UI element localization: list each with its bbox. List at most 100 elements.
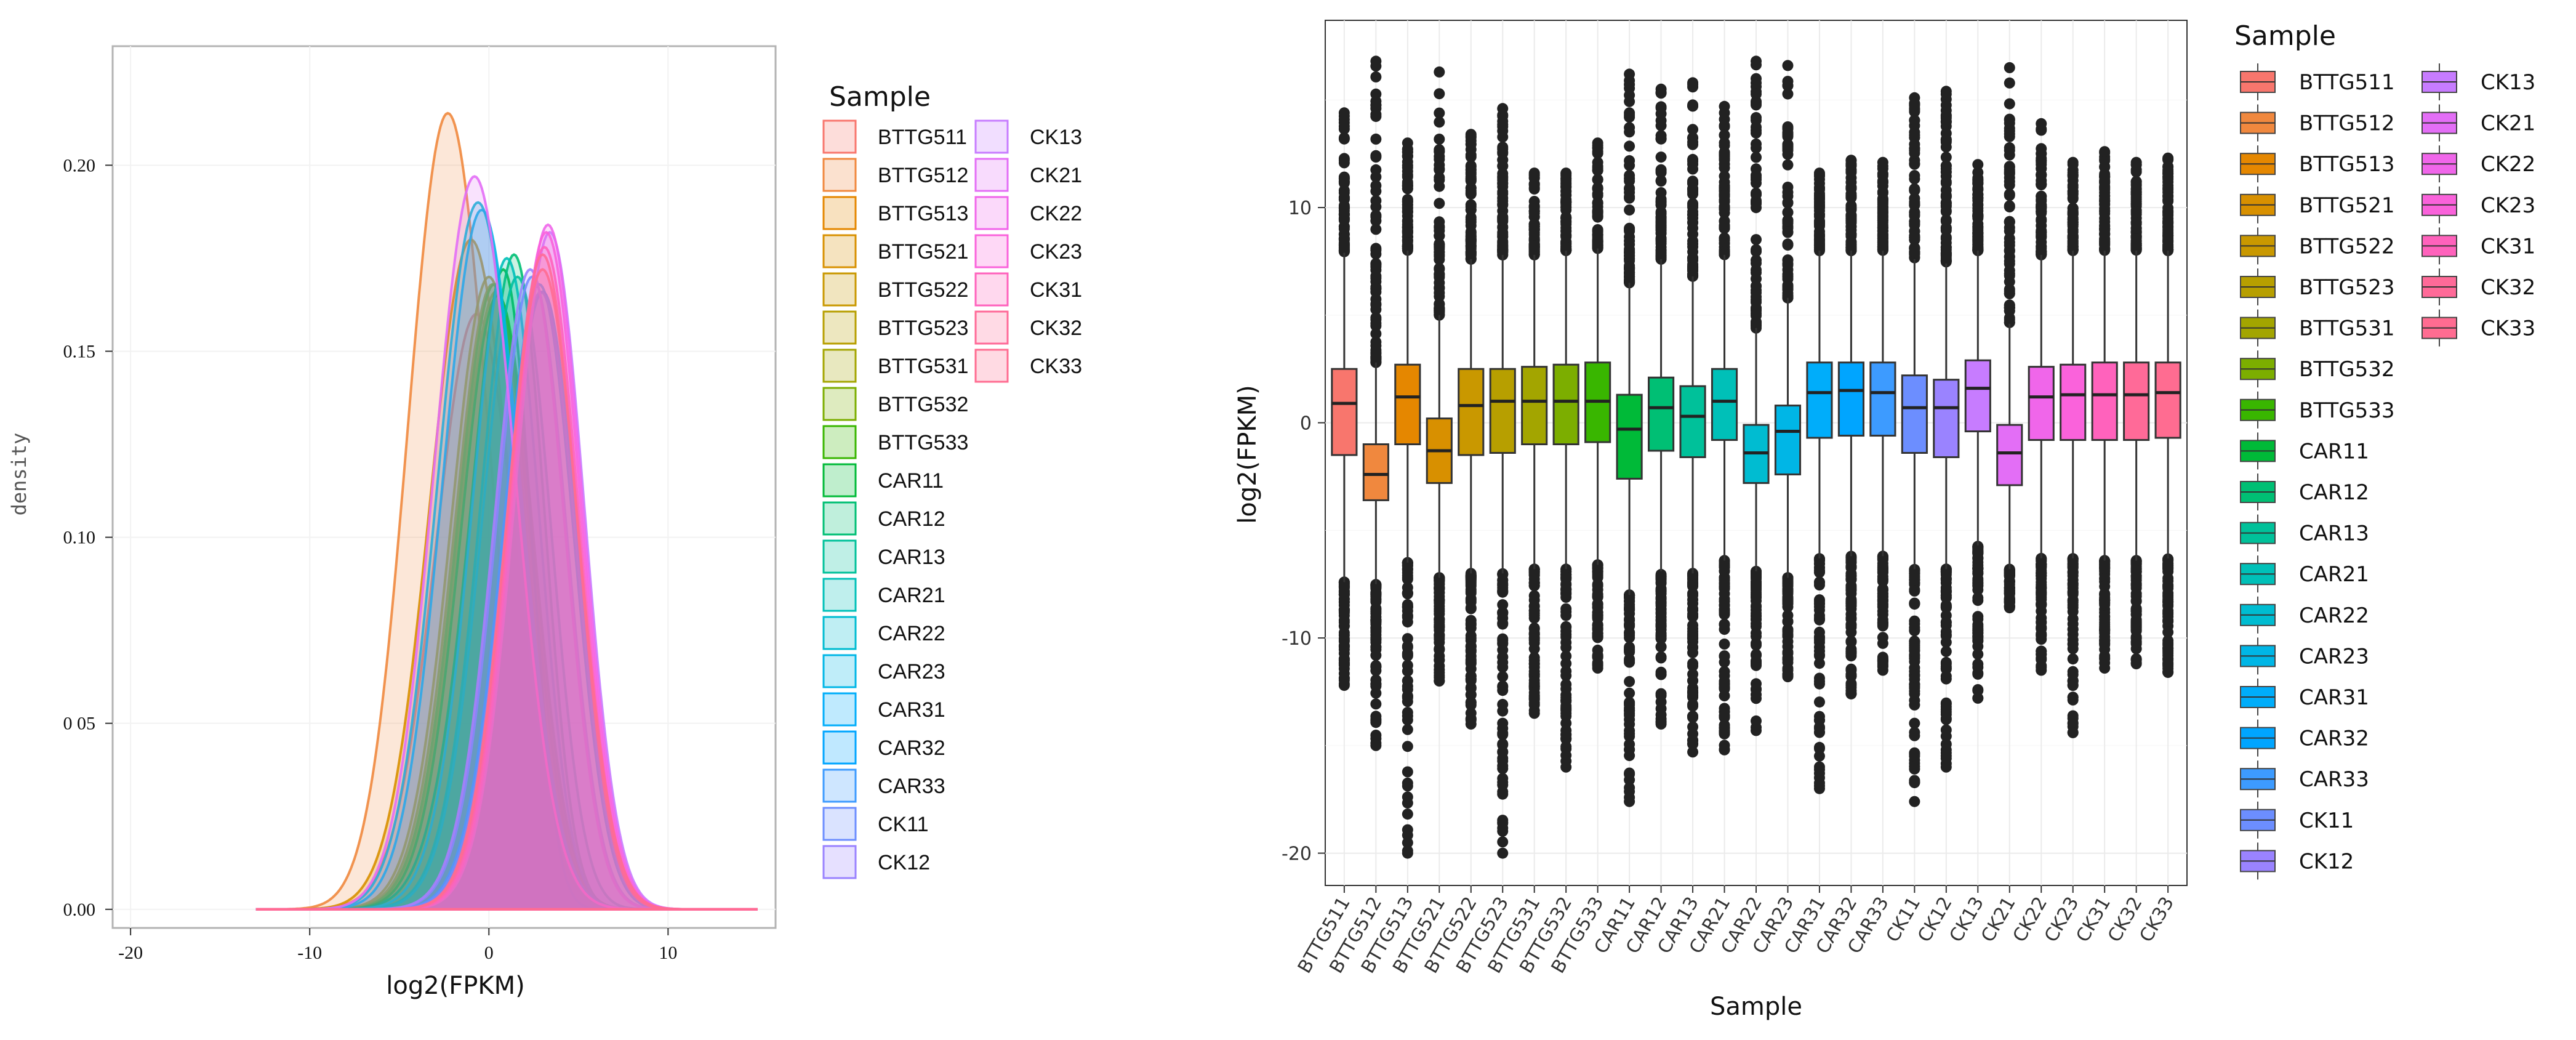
box-outlier	[1434, 246, 1445, 258]
box-outlier	[1782, 159, 1794, 171]
density-legend-label-car23: CAR23	[878, 660, 945, 683]
density-legend-key-ck21	[974, 158, 1009, 192]
box-outlier	[1655, 151, 1667, 163]
box-outlier	[1497, 103, 1509, 115]
box-outlier	[1434, 291, 1445, 302]
box-outlier	[1624, 169, 1635, 181]
box-outlier	[1338, 132, 1350, 143]
box-outlier	[2036, 201, 2047, 212]
box-outlier	[1370, 71, 1382, 83]
box-outlier	[2130, 579, 2142, 591]
density-legend-key-ck23	[974, 234, 1009, 268]
box-outlier	[1560, 167, 1572, 179]
box-outlier	[1338, 629, 1350, 641]
box-outlier	[1782, 271, 1794, 283]
box-outlier	[2067, 691, 2079, 703]
box-outlier	[1497, 825, 1509, 837]
box-outlier	[1877, 175, 1888, 187]
box-outlier	[2004, 216, 2015, 228]
box-outlier	[2099, 146, 2111, 158]
box-outlier	[1434, 613, 1445, 625]
box-legend-item-car32: CAR32	[2240, 719, 2369, 757]
box-outlier	[2004, 314, 2015, 326]
box-outlier	[1624, 122, 1635, 134]
box-outlier	[2162, 611, 2174, 623]
box-outlier	[2036, 227, 2047, 238]
box-outlier	[1877, 609, 1888, 620]
box-outlier	[1877, 156, 1888, 168]
box-outlier	[2130, 206, 2142, 218]
box-legend-item-bttg512: BTTG512	[2240, 104, 2395, 142]
box-outlier	[1719, 677, 1730, 689]
box-outlier	[1497, 727, 1509, 739]
box-outlier	[1465, 699, 1477, 711]
box-bttg532	[1552, 167, 1579, 773]
box-legend-item-ck31: CK31	[2422, 227, 2535, 265]
box-outlier	[1370, 730, 1382, 741]
box-outlier	[2036, 654, 2047, 666]
box-outlier	[1624, 140, 1635, 152]
box-outlier	[1370, 320, 1382, 332]
box-outlier	[1338, 655, 1350, 666]
box-y-tick-label: -20	[1282, 844, 1312, 865]
box-outlier	[1782, 646, 1794, 658]
box-outlier	[1782, 80, 1794, 91]
box-outlier	[1687, 660, 1699, 672]
box-outlier	[2162, 560, 2174, 571]
box-outlier	[1751, 202, 1762, 214]
density-legend-label-bttg513: BTTG513	[878, 202, 968, 225]
box-outlier	[1751, 618, 1762, 629]
box-outlier	[2162, 579, 2174, 591]
box-outlier	[1338, 246, 1350, 257]
box-outlier	[1751, 715, 1762, 727]
box-iqr-ck31	[2091, 361, 2118, 441]
box-outlier	[2099, 563, 2111, 574]
box-outlier	[1465, 573, 1477, 584]
box-iqr-ck33	[2154, 361, 2181, 439]
box-outlier	[1370, 641, 1382, 653]
box-outlier	[1940, 747, 1952, 759]
density-legend-key-bttg523	[822, 310, 857, 345]
box-outlier	[1940, 205, 1952, 217]
box-outlier	[1940, 616, 1952, 628]
box-legend-item-car21: CAR21	[2240, 555, 2369, 593]
box-legend-label: CAR12	[2299, 480, 2369, 505]
density-legend-key-ck12	[822, 845, 857, 879]
box-outlier	[1528, 167, 1540, 179]
box-outlier	[1687, 619, 1699, 631]
box-outlier	[1624, 687, 1635, 699]
box-outlier	[1624, 183, 1635, 195]
box-legend-label: CK23	[2481, 193, 2535, 218]
box-y-tick-label: 10	[1288, 198, 1312, 219]
box-outlier	[1370, 698, 1382, 710]
box-outlier	[1434, 572, 1445, 584]
box-outlier	[1402, 243, 1413, 254]
box-iqr-ck32	[2123, 361, 2150, 441]
density-y-tick-label: 0.10	[63, 528, 96, 548]
box-outlier	[1877, 240, 1888, 252]
box-legend-item-bttg513: BTTG513	[2240, 145, 2395, 183]
density-legend-label-ck31: CK31	[1030, 278, 1082, 302]
box-legend-item-ck11: CK11	[2240, 801, 2354, 839]
box-outlier	[1402, 714, 1413, 726]
box-outlier	[1497, 746, 1509, 758]
box-outlier	[1687, 579, 1699, 591]
box-outlier	[1813, 193, 1825, 205]
box-legend-label: BTTG513	[2299, 152, 2395, 177]
box-outlier	[1592, 571, 1603, 583]
box-legend-label: CAR33	[2299, 767, 2369, 792]
box-outlier	[1940, 141, 1952, 153]
density-legend-label-ck23: CK23	[1030, 240, 1082, 264]
box-outlier	[1528, 179, 1540, 191]
density-legend-key-ck11	[822, 807, 857, 841]
box-outlier	[1528, 590, 1540, 602]
box-outlier	[1909, 597, 1920, 609]
box-outlier	[1402, 216, 1413, 227]
density-legend-label-ck12: CK12	[878, 851, 930, 874]
box-outlier	[1592, 164, 1603, 176]
box-outlier	[1624, 68, 1635, 80]
box-iqr-car31	[1806, 361, 1833, 439]
box-outlier	[1370, 715, 1382, 727]
box-legend-item-bttg523: BTTG523	[2240, 268, 2395, 305]
box-iqr-car33	[1869, 361, 1896, 437]
